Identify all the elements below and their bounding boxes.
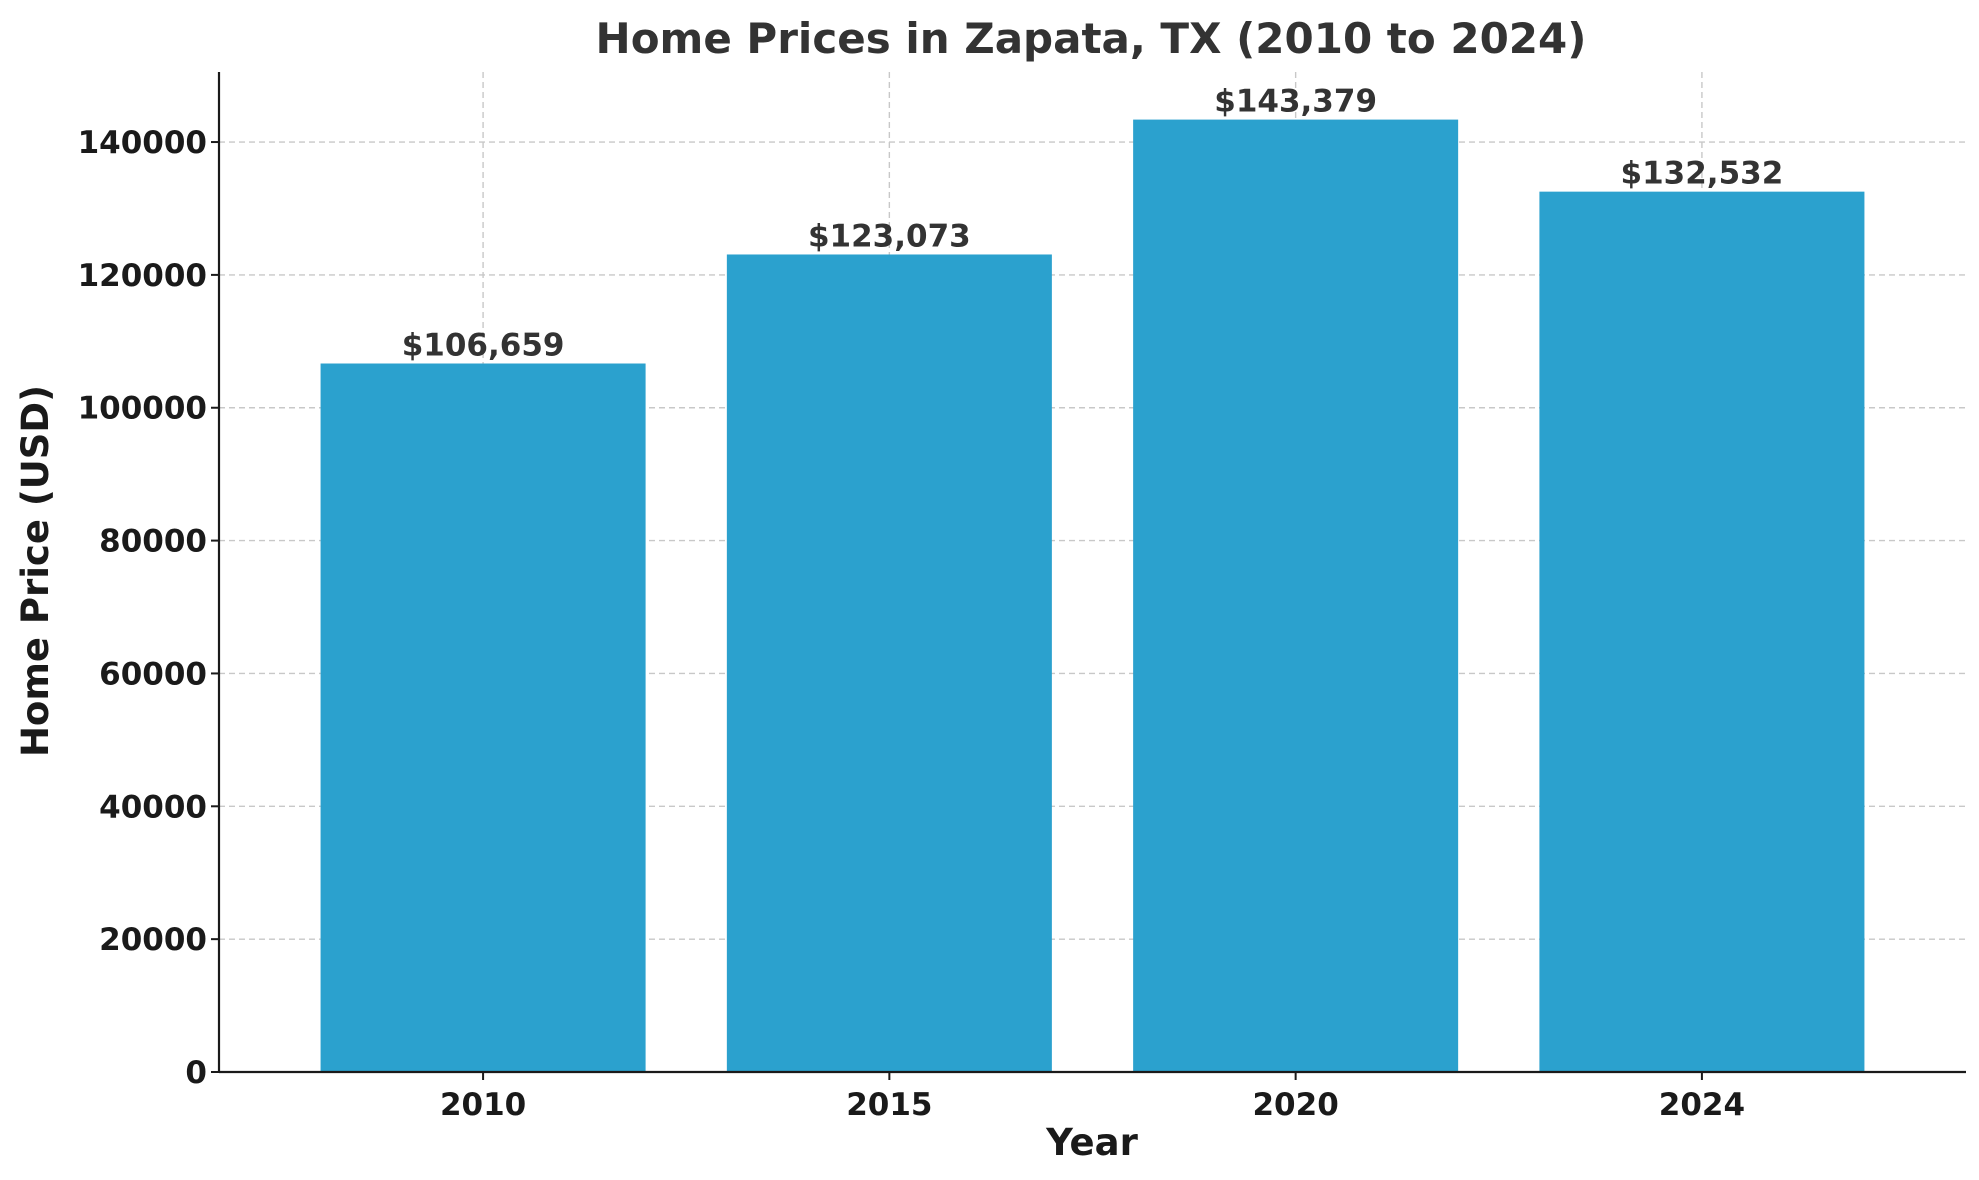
bar-value-label: $106,659 xyxy=(402,328,565,364)
bar-2015 xyxy=(726,254,1052,1072)
x-axis-ticks: 2010 2015 2020 2024 xyxy=(440,1072,1745,1123)
y-tick-label: 60000 xyxy=(99,656,207,692)
bar-value-labels: $106,659 $123,073 $143,379 $132,532 xyxy=(402,84,1784,364)
x-tick-label: 2024 xyxy=(1659,1087,1745,1123)
bar-value-label: $143,379 xyxy=(1214,84,1377,120)
y-axis-ticks: 0 20000 40000 60000 80000 100000 120000 140000 xyxy=(78,125,219,1091)
bar-2024 xyxy=(1539,191,1865,1072)
y-axis-label: Home Price (USD) xyxy=(14,385,57,757)
bar-2010 xyxy=(320,363,646,1072)
bar-value-label: $132,532 xyxy=(1621,156,1784,192)
y-tick-label: 40000 xyxy=(99,789,207,825)
x-tick-label: 2015 xyxy=(846,1087,932,1123)
y-tick-label: 0 xyxy=(185,1055,207,1091)
x-tick-label: 2010 xyxy=(440,1087,526,1123)
x-tick-label: 2020 xyxy=(1252,1087,1338,1123)
bar-value-label: $123,073 xyxy=(808,218,971,254)
y-tick-label: 120000 xyxy=(78,258,207,294)
chart-title: Home Prices in Zapata, TX (2010 to 2024) xyxy=(596,14,1587,63)
y-tick-label: 100000 xyxy=(78,391,207,427)
x-axis-label: Year xyxy=(1045,1121,1138,1164)
bars xyxy=(320,119,1865,1072)
y-tick-label: 80000 xyxy=(99,524,207,560)
y-tick-label: 140000 xyxy=(78,125,207,161)
bar-2020 xyxy=(1133,119,1459,1072)
y-tick-label: 20000 xyxy=(99,922,207,958)
